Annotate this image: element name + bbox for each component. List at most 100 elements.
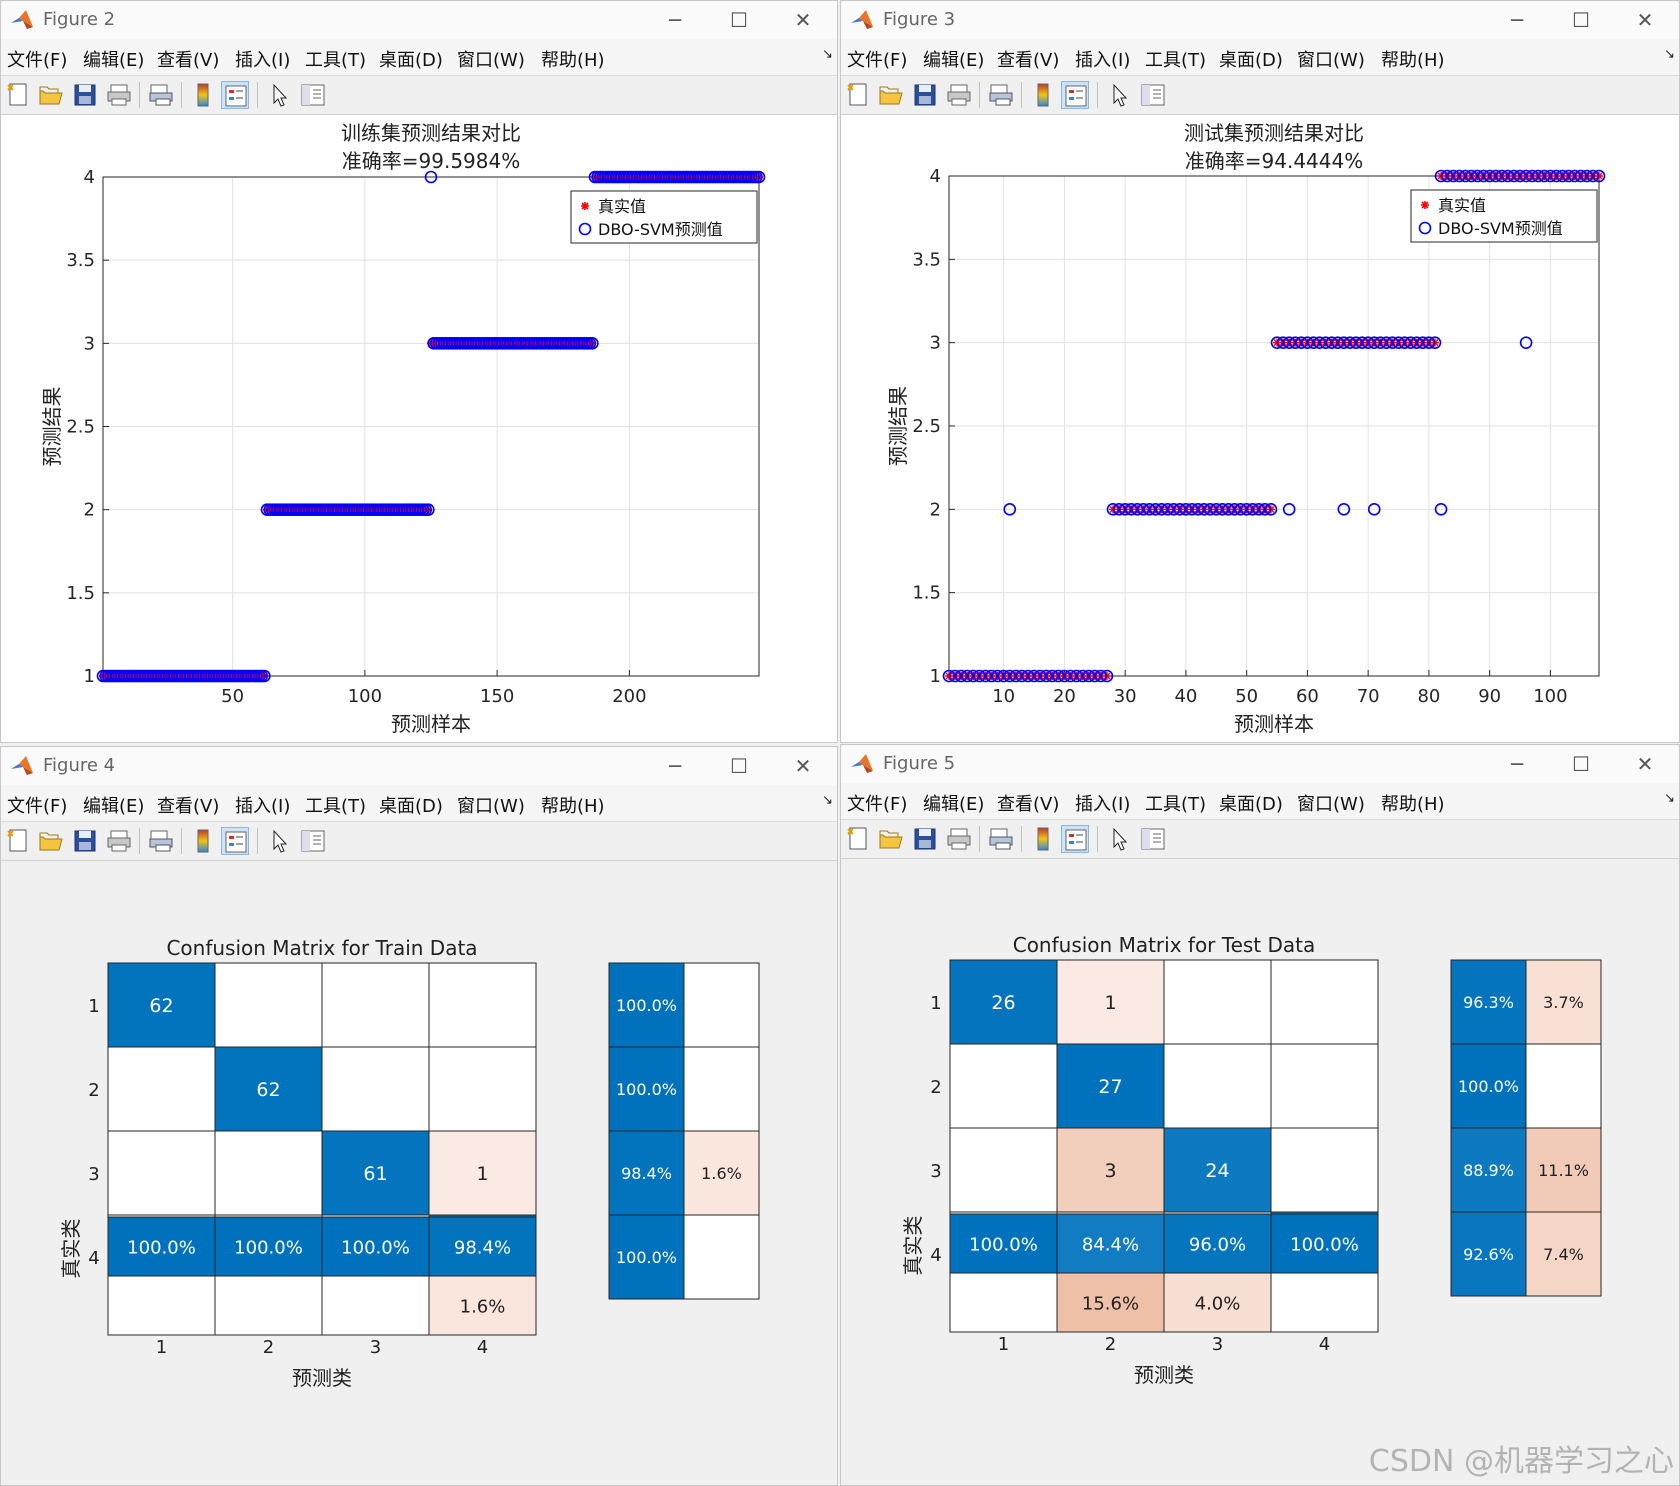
menu-item[interactable]: 查看(V): [157, 50, 220, 71]
menu-item[interactable]: 查看(V): [997, 794, 1060, 815]
menu-item[interactable]: 桌面(D): [379, 796, 443, 817]
dock-arrow-icon[interactable]: ↘: [822, 47, 833, 62]
print-preview-icon[interactable]: [987, 81, 1015, 109]
property-editor-icon[interactable]: [299, 81, 327, 109]
confusion-matrix-chart: Confusion Matrix for Train Data626261163…: [59, 936, 760, 1390]
row-summary-value: 3.7%: [1543, 993, 1584, 1012]
legend-icon[interactable]: [1061, 825, 1089, 853]
menu-item[interactable]: 插入(I): [235, 796, 291, 817]
menu-item[interactable]: 桌面(D): [1219, 50, 1283, 71]
menu-item[interactable]: 工具(T): [1145, 50, 1207, 71]
menu-item[interactable]: 工具(T): [305, 50, 367, 71]
dock-arrow-icon[interactable]: ↘: [1664, 791, 1675, 806]
property-editor-icon[interactable]: [1139, 81, 1167, 109]
title-bar[interactable]: Figure 3 ─ ☐ ✕: [841, 1, 1679, 39]
menu-item[interactable]: 文件(F): [847, 794, 908, 815]
menu-item[interactable]: 工具(T): [1145, 794, 1207, 815]
menu-item[interactable]: 窗口(W): [457, 796, 525, 817]
menu-item[interactable]: 帮助(H): [1381, 50, 1445, 71]
predicted-value-point: [1179, 503, 1193, 516]
colorbar-icon[interactable]: [1029, 81, 1057, 109]
matrix-cell-value: 3: [1104, 1160, 1116, 1182]
title-bar[interactable]: Figure 4 ─ ☐ ✕: [1, 747, 837, 785]
save-icon[interactable]: [911, 825, 939, 853]
minimize-button[interactable]: ─: [1510, 8, 1524, 32]
minimize-button[interactable]: ─: [1510, 752, 1524, 776]
menu-item[interactable]: 帮助(H): [541, 50, 605, 71]
close-button[interactable]: ✕: [794, 754, 812, 778]
print-icon[interactable]: [945, 81, 973, 109]
save-icon[interactable]: [71, 81, 99, 109]
close-button[interactable]: ✕: [1636, 8, 1654, 32]
menu-item[interactable]: 工具(T): [305, 796, 367, 817]
colorbar-icon[interactable]: [189, 81, 217, 109]
menu-item[interactable]: 查看(V): [157, 796, 220, 817]
print-preview-icon[interactable]: [147, 81, 175, 109]
menu-item[interactable]: 插入(I): [1075, 50, 1131, 71]
property-editor-icon[interactable]: [299, 827, 327, 855]
menu-item[interactable]: 窗口(W): [1297, 50, 1365, 71]
menu-item[interactable]: 插入(I): [235, 50, 291, 71]
menu-item[interactable]: 桌面(D): [379, 50, 443, 71]
menu-item[interactable]: 编辑(E): [923, 50, 985, 71]
print-icon[interactable]: [105, 81, 133, 109]
predicted-value-point: [1197, 503, 1211, 516]
predicted-value-point: [1216, 503, 1229, 516]
colorbar-icon[interactable]: [189, 827, 217, 855]
predicted-value-point: [1483, 169, 1496, 183]
menu-item[interactable]: 文件(F): [7, 50, 68, 71]
menu-item[interactable]: 窗口(W): [457, 50, 525, 71]
minimize-button[interactable]: ─: [668, 754, 682, 778]
new-figure-icon[interactable]: [5, 81, 33, 109]
menu-item[interactable]: 查看(V): [997, 50, 1060, 71]
maximize-button[interactable]: ☐: [1572, 752, 1590, 776]
predicted-value-point: [1155, 503, 1168, 516]
print-icon[interactable]: [105, 827, 133, 855]
new-figure-icon[interactable]: [845, 825, 873, 853]
pointer-icon[interactable]: [265, 81, 293, 109]
menu-item[interactable]: 编辑(E): [83, 50, 145, 71]
print-preview-icon[interactable]: [147, 827, 175, 855]
close-button[interactable]: ✕: [794, 8, 812, 32]
menu-item[interactable]: 窗口(W): [1297, 794, 1365, 815]
open-file-icon[interactable]: [37, 827, 65, 855]
predicted-value-point: [1392, 336, 1405, 349]
menu-item[interactable]: 文件(F): [847, 50, 908, 71]
menu-item[interactable]: 桌面(D): [1219, 794, 1283, 815]
menu-item[interactable]: 插入(I): [1075, 794, 1131, 815]
open-file-icon[interactable]: [877, 825, 905, 853]
maximize-button[interactable]: ☐: [1572, 8, 1590, 32]
legend-icon[interactable]: [221, 81, 249, 109]
legend-icon[interactable]: [221, 827, 249, 855]
legend-icon[interactable]: [1061, 81, 1089, 109]
title-bar[interactable]: Figure 5 ─ ☐ ✕: [841, 745, 1679, 783]
property-editor-icon[interactable]: [1139, 825, 1167, 853]
colorbar-icon[interactable]: [1029, 825, 1057, 853]
menu-item[interactable]: 编辑(E): [923, 794, 985, 815]
dock-arrow-icon[interactable]: ↘: [1664, 47, 1675, 62]
dock-arrow-icon[interactable]: ↘: [822, 793, 833, 808]
pointer-icon[interactable]: [1105, 81, 1133, 109]
new-figure-icon[interactable]: [845, 81, 873, 109]
x-tick-label: 200: [612, 686, 646, 707]
maximize-button[interactable]: ☐: [730, 8, 748, 32]
menu-item[interactable]: 帮助(H): [1381, 794, 1445, 815]
new-figure-icon[interactable]: [5, 827, 33, 855]
menu-item[interactable]: 文件(F): [7, 796, 68, 817]
print-preview-icon[interactable]: [987, 825, 1015, 853]
open-file-icon[interactable]: [37, 81, 65, 109]
maximize-button[interactable]: ☐: [730, 754, 748, 778]
save-icon[interactable]: [911, 81, 939, 109]
pointer-icon[interactable]: [1105, 825, 1133, 853]
open-file-icon[interactable]: [877, 81, 905, 109]
close-button[interactable]: ✕: [1636, 752, 1654, 776]
minimize-button[interactable]: ─: [668, 8, 682, 32]
print-icon[interactable]: [945, 825, 973, 853]
menu-item[interactable]: 帮助(H): [541, 796, 605, 817]
predicted-value-point: [966, 669, 980, 683]
pointer-icon[interactable]: [265, 827, 293, 855]
title-bar[interactable]: Figure 2 ─ ☐ ✕: [1, 1, 837, 39]
menu-item[interactable]: 编辑(E): [83, 796, 145, 817]
predicted-value-point: [1124, 503, 1138, 516]
save-icon[interactable]: [71, 827, 99, 855]
